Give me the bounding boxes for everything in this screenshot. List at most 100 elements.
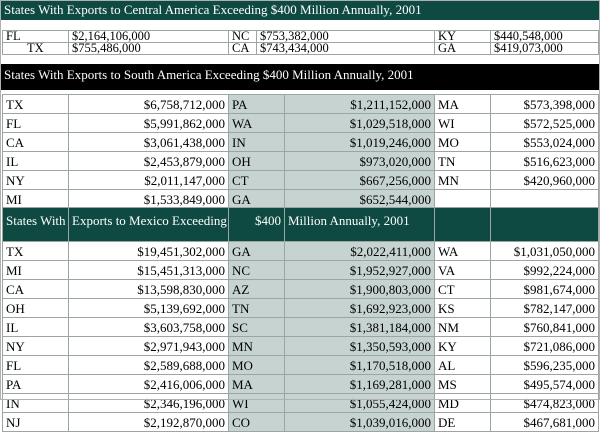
export-value-cell: $467,681,000: [490, 412, 599, 432]
state-cell: VA: [434, 260, 491, 280]
state-cell: TX: [2, 241, 69, 261]
state-cell: MO: [228, 355, 285, 375]
state-cell: WI: [228, 393, 285, 413]
export-value-cell: $2,011,147,000: [68, 170, 229, 190]
table-row: IL $3,603,758,000 SC $1,381,184,000 NM $760,8…: [2, 317, 599, 337]
state-cell: NM: [434, 317, 491, 337]
export-value-cell: $573,398,000: [490, 94, 599, 114]
mexico-header-cell: States With: [2, 207, 69, 242]
state-cell: NY: [2, 336, 69, 356]
state-cell: CO: [228, 412, 285, 432]
state-cell: NJ: [2, 412, 69, 432]
export-value-cell: $2,589,688,000: [68, 355, 229, 375]
table-row: TX $6,758,712,000 PA $1,211,152,000 MA $573,3…: [2, 94, 599, 114]
export-value-cell: $15,451,313,000: [68, 260, 229, 280]
state-cell: WA: [228, 113, 285, 133]
central-america-table: FL $2,164,106,000 NC $753,382,000 KY $440,548…: [2, 30, 599, 55]
state-cell: MD: [434, 393, 491, 413]
state-cell: OH: [2, 298, 69, 318]
export-value-cell: $2,346,196,000: [68, 393, 229, 413]
export-value-cell: $5,139,692,000: [68, 298, 229, 318]
export-value-cell: $3,061,438,000: [68, 132, 229, 152]
export-value-cell: $1,900,803,000: [284, 279, 435, 299]
mexico-header-cell: [490, 207, 599, 242]
state-cell: CT: [228, 170, 285, 190]
export-value-cell: $992,224,000: [490, 260, 599, 280]
state-cell: [434, 189, 491, 209]
export-value-cell: $1,055,424,000: [284, 393, 435, 413]
state-cell: IN: [2, 393, 69, 413]
export-value-cell: $2,416,006,000: [68, 374, 229, 394]
export-value-cell: $2,022,411,000: [284, 241, 435, 261]
south-america-title: States With Exports to South America Exc…: [0, 64, 600, 90]
state-cell: IL: [2, 151, 69, 171]
state-cell: DE: [434, 412, 491, 432]
state-cell: TN: [228, 298, 285, 318]
state-cell: CT: [434, 279, 491, 299]
state-cell: FL: [2, 113, 69, 133]
state-cell: MS: [434, 374, 491, 394]
state-cell: MA: [228, 374, 285, 394]
export-value-cell: $420,960,000: [490, 170, 599, 190]
export-value-cell: $721,086,000: [490, 336, 599, 356]
table-row: IN $2,346,196,000 WI $1,055,424,000 MD $474,8…: [2, 393, 599, 413]
mexico-header-cell: Million Annually, 2001: [284, 207, 435, 242]
export-value-cell: $440,548,000: [490, 30, 599, 43]
export-value-cell: $516,623,000: [490, 151, 599, 171]
export-value-cell: $419,073,000: [490, 42, 599, 55]
table-row: OH $5,139,692,000 TN $1,692,923,000 KS $782,1…: [2, 298, 599, 318]
export-value-cell: $973,020,000: [284, 151, 435, 171]
state-cell: TX: [2, 94, 69, 114]
export-value-cell: $1,031,050,000: [490, 241, 599, 261]
state-cell: FL: [2, 355, 69, 375]
export-value-cell: $760,841,000: [490, 317, 599, 337]
state-cell: MI: [2, 189, 69, 209]
export-value-cell: $782,147,000: [490, 298, 599, 318]
state-cell: AL: [434, 355, 491, 375]
mexico-table: States With Exports to Mexico Exceeding …: [2, 207, 599, 432]
state-cell: KY: [434, 30, 491, 43]
export-value-cell: $1,019,246,000: [284, 132, 435, 152]
table-row: CA $13,598,830,000 AZ $1,900,803,000 CT $981,…: [2, 279, 599, 299]
export-value-cell: $19,451,302,000: [68, 241, 229, 261]
state-cell: TX: [2, 42, 69, 55]
central-america-title: States With Exports to Central America E…: [0, 0, 600, 20]
table-row: MI $1,533,849,000 GA $652,544,000: [2, 189, 599, 209]
state-cell: PA: [2, 374, 69, 394]
export-value-cell: $474,823,000: [490, 393, 599, 413]
table-row: PA $2,416,006,000 MA $1,169,281,000 MS $495,5…: [2, 374, 599, 394]
state-cell: GA: [228, 241, 285, 261]
state-cell: PA: [228, 94, 285, 114]
state-cell: KS: [434, 298, 491, 318]
export-value-cell: $596,235,000: [490, 355, 599, 375]
table-row: NY $2,971,943,000 MN $1,350,593,000 KY $721,0…: [2, 336, 599, 356]
export-value-cell: $1,169,281,000: [284, 374, 435, 394]
export-value-cell: $743,434,000: [256, 42, 435, 55]
export-value-cell: $1,533,849,000: [68, 189, 229, 209]
export-value-cell: $1,692,923,000: [284, 298, 435, 318]
table-row: CA $3,061,438,000 IN $1,019,246,000 MO $553,0…: [2, 132, 599, 152]
state-cell: TN: [434, 151, 491, 171]
export-value-cell: $6,758,712,000: [68, 94, 229, 114]
state-cell: FL: [2, 30, 69, 43]
table-row: FL $2,589,688,000 MO $1,170,518,000 AL $596,2…: [2, 355, 599, 375]
state-cell: OH: [228, 151, 285, 171]
state-cell: NC: [228, 30, 257, 43]
state-cell: SC: [228, 317, 285, 337]
table-row: FL $2,164,106,000 NC $753,382,000 KY $440,548…: [2, 30, 599, 43]
state-cell: GA: [228, 189, 285, 209]
export-value-cell: $553,024,000: [490, 132, 599, 152]
export-value-cell: $981,674,000: [490, 279, 599, 299]
export-value-cell: $3,603,758,000: [68, 317, 229, 337]
state-cell: CA: [2, 279, 69, 299]
table-row: FL $5,991,862,000 WA $1,029,518,000 WI $572,5…: [2, 113, 599, 133]
state-cell: IN: [228, 132, 285, 152]
export-value-cell: $2,192,870,000: [68, 412, 229, 432]
table-row: IL $2,453,879,000 OH $973,020,000 TN $516,623…: [2, 151, 599, 171]
export-value-cell: $753,382,000: [256, 30, 435, 43]
mexico-header-cell: $400: [228, 207, 285, 242]
table-row: MI $15,451,313,000 NC $1,952,927,000 VA $992,…: [2, 260, 599, 280]
table-row: NJ $2,192,870,000 CO $1,039,016,000 DE $467,6…: [2, 412, 599, 432]
state-cell: MA: [434, 94, 491, 114]
export-value-cell: $2,453,879,000: [68, 151, 229, 171]
